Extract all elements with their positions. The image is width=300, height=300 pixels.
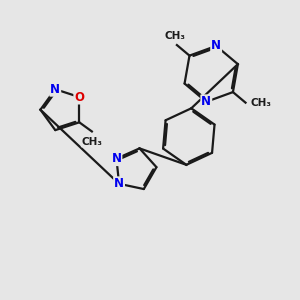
Text: N: N xyxy=(50,83,60,96)
Text: O: O xyxy=(74,91,84,103)
Text: N: N xyxy=(114,177,124,190)
Text: CH₃: CH₃ xyxy=(164,31,185,40)
Text: CH₃: CH₃ xyxy=(250,98,271,108)
Text: N: N xyxy=(111,152,122,165)
Text: N: N xyxy=(211,39,221,52)
Text: N: N xyxy=(201,95,211,108)
Text: CH₃: CH₃ xyxy=(81,137,102,147)
